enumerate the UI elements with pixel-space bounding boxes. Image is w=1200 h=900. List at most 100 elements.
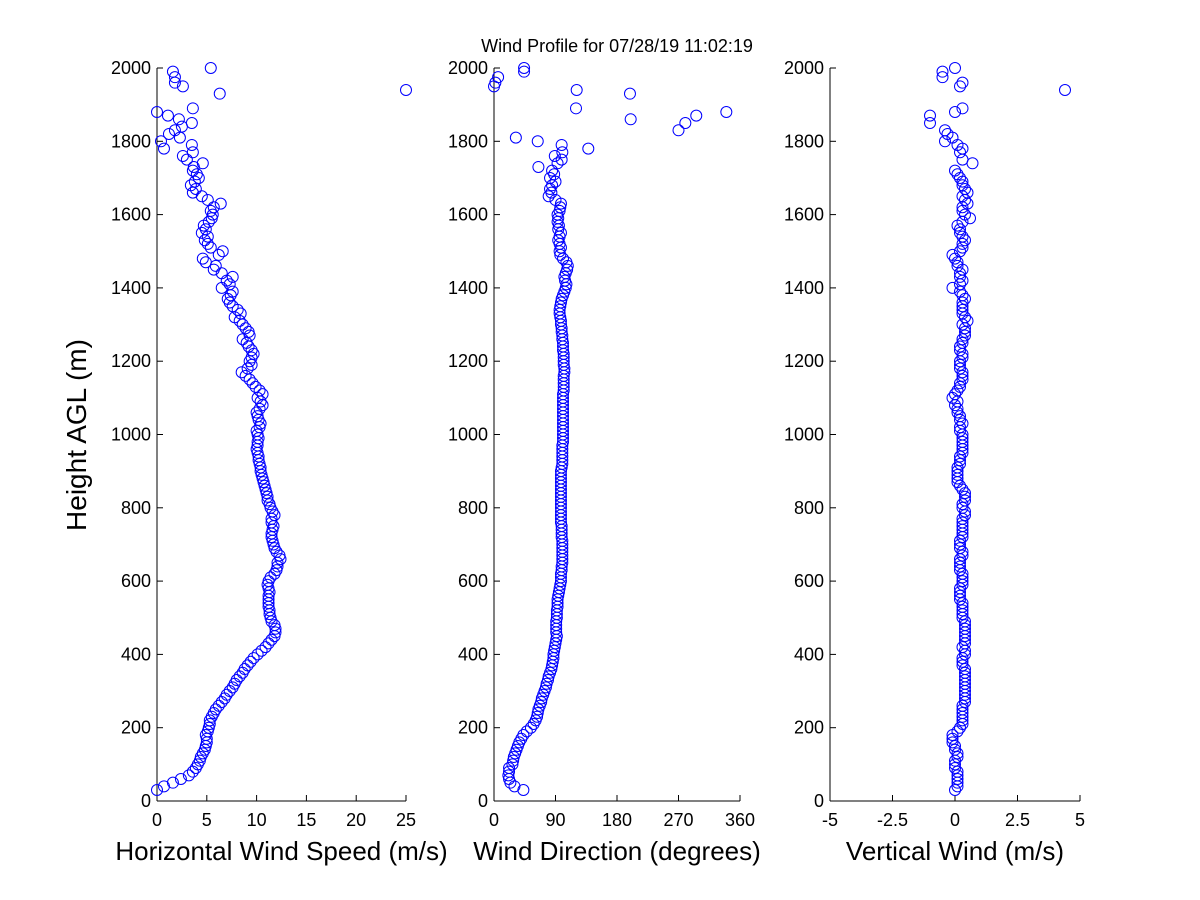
vertical-data-point — [954, 582, 966, 595]
vertical-data-point — [936, 71, 949, 84]
direction-x-tick-label: 90 — [545, 810, 565, 830]
direction-data-point — [672, 124, 685, 137]
direction-y-tick-label: 800 — [458, 498, 488, 518]
direction-data-point — [690, 109, 703, 122]
direction-data-point — [554, 296, 567, 309]
direction-x-tick-label: 180 — [602, 810, 632, 830]
direction-data-point — [551, 157, 564, 170]
vertical-y-tick-label: 0 — [814, 791, 824, 811]
speed-data-point — [242, 325, 255, 338]
speed-x-tick-label: 5 — [202, 810, 212, 830]
direction-y-tick-label: 2000 — [448, 58, 488, 78]
vertical-y-tick-label: 800 — [794, 498, 824, 518]
vertical-data-point — [954, 534, 966, 547]
direction-data-point — [624, 113, 637, 126]
vertical-data-point — [956, 351, 969, 364]
vertical-data-point — [959, 182, 971, 195]
vertical-data-point — [951, 465, 964, 478]
speed-data-point — [220, 688, 233, 701]
direction-data-point — [492, 71, 505, 84]
speed-data-point — [199, 256, 212, 269]
vertical-x-tick-label: 0 — [950, 810, 960, 830]
vertical-y-tick-label: 2000 — [784, 58, 824, 78]
speed-data-point — [182, 769, 195, 782]
speed-x-tick-label: 10 — [247, 810, 267, 830]
vertical-data-point — [949, 743, 961, 756]
vertical-data-point — [954, 362, 966, 375]
vertical-data-point — [951, 747, 964, 760]
vertical-data-point — [956, 567, 969, 580]
vertical-data-point — [939, 124, 951, 137]
speed-data-point — [212, 699, 225, 712]
speed-data-point — [262, 637, 275, 650]
vertical-data-point — [956, 520, 969, 533]
vertical-data-point — [956, 369, 969, 382]
speed-data-point — [184, 179, 197, 192]
vertical-data-point — [956, 498, 969, 511]
vertical-x-tick-label: -2.5 — [877, 810, 908, 830]
direction-data-point — [531, 710, 544, 723]
vertical-data-point — [951, 402, 964, 415]
vertical-data-point — [954, 270, 966, 283]
speed-data-point — [235, 366, 248, 379]
vertical-data-point — [954, 285, 966, 298]
speed-data-point — [157, 142, 170, 155]
speed-data-point — [251, 648, 264, 661]
direction-data-point — [509, 131, 522, 144]
vertical-data-point — [946, 248, 959, 261]
direction-y-tick-label: 200 — [458, 718, 488, 738]
speed-data-point — [268, 619, 281, 632]
vertical-data-point — [956, 600, 969, 613]
vertical-data-point — [956, 303, 969, 316]
direction-data-point — [502, 769, 515, 782]
vertical-data-point — [949, 784, 961, 797]
vertical-data-point — [956, 501, 969, 514]
vertical-data-point — [959, 666, 971, 679]
direction-data-point — [544, 171, 557, 184]
speed-data-point — [176, 80, 189, 93]
speed-data-point — [216, 245, 229, 258]
vertical-data-point — [954, 413, 966, 426]
speed-data-point — [269, 626, 282, 639]
direction-data-point — [561, 263, 574, 276]
vertical-data-point — [954, 267, 966, 280]
vertical-y-tick-label: 1600 — [784, 205, 824, 225]
vertical-data-point — [956, 102, 969, 115]
direction-data-point — [570, 102, 582, 115]
speed-data-point — [161, 109, 174, 122]
vertical-data-point — [956, 237, 969, 250]
speed-data-point — [185, 116, 198, 129]
vertical-data-point — [956, 659, 969, 672]
direction-x-axis-label: Wind Direction (degrees) — [473, 836, 761, 866]
vertical-y-tick-label: 600 — [794, 571, 824, 591]
vertical-data-point — [959, 615, 971, 628]
vertical-data-point — [956, 336, 969, 349]
vertical-data-point — [956, 432, 969, 445]
direction-data-point — [539, 681, 552, 694]
speed-data-point — [226, 270, 239, 283]
speed-data-point — [253, 384, 266, 397]
direction-x-tick-label: 360 — [725, 810, 755, 830]
direction-y-tick-label: 400 — [458, 644, 488, 664]
direction-data-point — [679, 116, 692, 129]
vertical-data-point — [959, 490, 971, 503]
direction-data-point — [555, 153, 568, 166]
vertical-data-point — [956, 296, 969, 309]
vertical-data-point — [936, 65, 949, 78]
vertical-data-point — [954, 556, 966, 569]
vertical-data-point — [954, 538, 966, 551]
direction-data-point — [548, 149, 561, 162]
vertical-data-point — [924, 109, 936, 122]
speed-data-point — [230, 674, 243, 687]
speed-data-point — [180, 153, 193, 166]
speed-data-point — [201, 237, 214, 250]
vertical-data-point — [956, 604, 969, 617]
vertical-data-point — [954, 380, 966, 393]
vertical-data-point — [956, 641, 969, 654]
speed-x-tick-label: 25 — [396, 810, 416, 830]
speed-data-point — [234, 307, 247, 320]
direction-data-point — [535, 696, 548, 709]
speed-y-tick-label: 800 — [121, 498, 151, 518]
direction-data-point — [549, 193, 562, 206]
